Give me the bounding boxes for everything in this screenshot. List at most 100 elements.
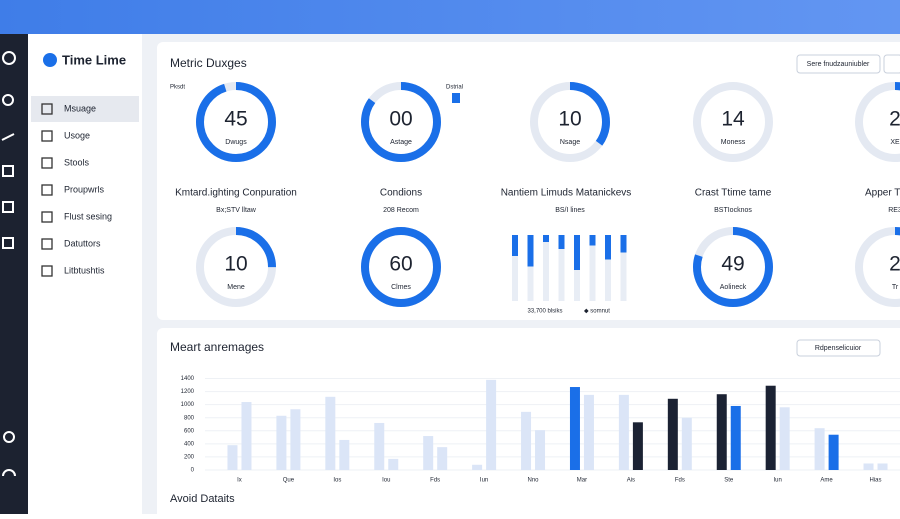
gauge-arc <box>693 227 773 307</box>
nav-icon <box>41 211 53 223</box>
gauge-value: 2 <box>889 253 900 276</box>
bar <box>241 402 252 470</box>
bar <box>325 396 336 470</box>
metrics-card <box>157 42 900 320</box>
nav-active <box>31 96 139 122</box>
bar <box>765 385 776 470</box>
note: Dstrial <box>446 85 463 91</box>
y-tick-label: 1200 <box>181 389 195 395</box>
bar <box>388 458 399 470</box>
icon-button[interactable] <box>883 54 900 74</box>
y-tick-label: 200 <box>184 455 195 461</box>
logo-icon <box>43 53 57 67</box>
note-icon <box>452 93 460 103</box>
note: Pksdt <box>170 85 185 91</box>
nav-item: Litbtushtis <box>64 265 105 275</box>
nav-icon <box>41 238 53 250</box>
gauge-value: 14 <box>721 108 745 131</box>
button[interactable] <box>796 339 881 357</box>
mini-bar <box>512 235 518 256</box>
card-caption: Bx;STV lltaw <box>216 207 257 214</box>
gauge-value: 00 <box>389 108 412 131</box>
nav-icon <box>41 265 53 277</box>
bar <box>877 463 888 470</box>
bar <box>374 422 385 470</box>
gauge-track <box>693 82 773 162</box>
logo: Time Lime <box>62 52 126 67</box>
nav-icon <box>41 130 53 142</box>
card-caption: 208 Recom <box>383 207 419 214</box>
bar <box>521 411 532 470</box>
gauge-value: 60 <box>389 253 412 276</box>
gauge-label: Mene <box>227 284 245 291</box>
bar <box>583 394 594 470</box>
gauge-label: XE <box>890 139 900 146</box>
nav-item: Datuttors <box>64 238 101 248</box>
bar <box>716 394 727 470</box>
mini-track <box>620 235 627 301</box>
top-bar <box>0 0 900 34</box>
mini-bar <box>620 235 627 253</box>
nav-item: Proupwrls <box>64 184 105 194</box>
x-tick-label: Fds <box>675 478 685 484</box>
card-caption: BSTIocknos <box>714 207 752 214</box>
gauge-label: Moness <box>721 139 746 146</box>
button-label[interactable]: Sere fnudzauniubler <box>807 61 870 68</box>
gauge-label: Dwugs <box>225 139 247 146</box>
gauge-label: Nsage <box>560 139 580 146</box>
mini-bar <box>574 235 580 270</box>
gauge-arc <box>855 227 900 307</box>
bar <box>227 445 238 470</box>
bar <box>863 463 874 470</box>
mini-bar <box>558 235 565 249</box>
y-tick-label: 1000 <box>181 402 195 408</box>
button[interactable] <box>796 54 881 74</box>
bar <box>618 394 629 470</box>
card-subtitle: Condions <box>380 188 422 199</box>
x-tick-label: Ais <box>627 478 635 484</box>
x-tick-label: Ame <box>820 478 833 484</box>
x-tick-label: Hias <box>870 478 882 484</box>
mini-caption: ◆ somnut <box>584 309 610 315</box>
card-title: Metric Duxges <box>170 56 247 70</box>
x-tick-label: Que <box>283 478 295 484</box>
gauge-value: 2 <box>889 108 900 131</box>
nav-item: Msuage <box>64 103 96 113</box>
bar <box>730 405 741 470</box>
gauge-label: Tr <box>892 284 899 291</box>
nav-icon <box>41 184 53 196</box>
mini-track <box>527 235 534 301</box>
nav-item: Stools <box>64 157 90 167</box>
bar <box>779 407 790 470</box>
card-caption: BS/I lines <box>555 207 585 214</box>
x-tick-label: Ste <box>724 478 734 484</box>
mini-bar <box>543 235 549 242</box>
bar <box>828 434 839 470</box>
nav-item: Usoge <box>64 130 90 140</box>
x-tick-label: Mar <box>577 478 587 484</box>
mini-track <box>558 235 565 301</box>
gauge-arc <box>361 227 441 307</box>
mini-caption: 33,700 blsiks <box>527 309 562 315</box>
bar <box>667 398 678 470</box>
x-tick-label: Iun <box>774 478 782 484</box>
gauge-label: Aolineck <box>720 284 747 291</box>
x-tick-label: Fds <box>430 478 440 484</box>
nav-item: Flust sesing <box>64 211 112 221</box>
x-tick-label: Iun <box>480 478 488 484</box>
bar <box>486 379 497 470</box>
mini-track <box>512 235 518 301</box>
bar <box>423 436 434 470</box>
bar <box>569 387 580 470</box>
section-title: Avoid Dataits <box>170 493 235 505</box>
button-label[interactable]: Rdpenselicuior <box>815 345 862 352</box>
mini-track <box>543 235 549 301</box>
gauge-arc <box>196 227 276 307</box>
gauge-label: Astage <box>390 139 412 146</box>
bar <box>681 417 692 470</box>
mini-track <box>605 235 611 301</box>
gauge-arc <box>855 82 900 162</box>
y-tick-label: 0 <box>191 468 195 474</box>
